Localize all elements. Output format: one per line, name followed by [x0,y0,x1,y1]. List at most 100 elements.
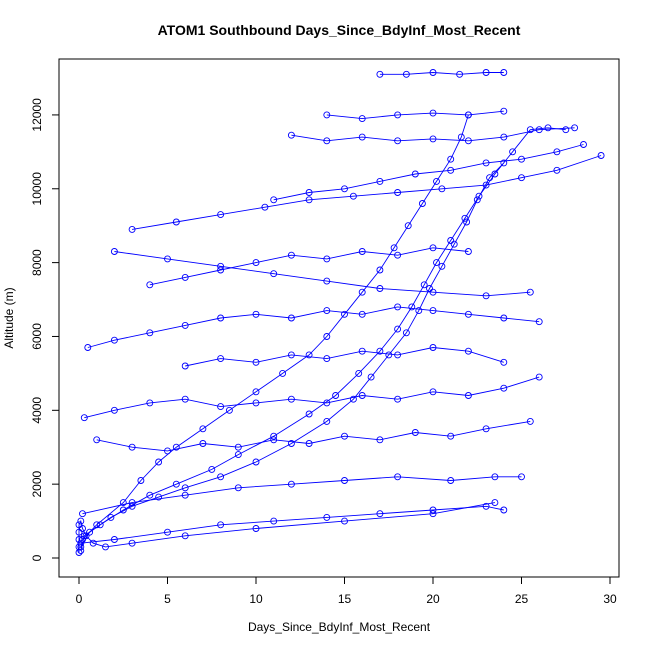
data-point [181,491,189,499]
data-point [475,192,483,200]
data-point [429,109,437,117]
data-point [376,70,384,78]
data-point [146,399,154,407]
data-point [358,310,366,318]
data-point [482,292,490,300]
data-point [429,510,437,518]
data-point [225,406,233,414]
x-tick-label: 0 [76,592,83,606]
data-point [482,181,490,189]
data-point [526,288,534,296]
data-point [137,477,145,484]
data-point [261,203,269,211]
data-point [450,240,458,248]
series [146,244,472,289]
data-point [376,266,384,274]
data-point [482,69,490,76]
data-point [323,355,331,363]
series-line [132,155,602,230]
data-point [429,388,437,396]
data-point [164,447,171,455]
series [77,124,570,555]
data-point [270,270,278,278]
data-point [535,318,543,326]
data-point [77,547,85,555]
data-point [82,532,90,540]
y-tick-label: 10000 [30,172,44,206]
data-point [181,532,189,540]
data-point [119,499,127,507]
data-point [394,395,402,403]
data-point [429,506,437,514]
series-line [87,306,540,348]
data-point [128,539,136,547]
data-point [518,174,525,182]
series-line [149,247,469,286]
data-point [491,473,499,481]
data-point [110,536,118,543]
data-point [447,477,455,484]
data-point [433,177,440,185]
data-point [500,358,508,366]
data-point [376,510,384,518]
data-point [181,395,189,403]
data-point [270,517,278,525]
data-point [509,148,517,156]
data-point [367,373,375,381]
data-point [128,499,136,507]
data-point [84,344,92,351]
data-point [447,237,455,244]
data-point [438,185,446,193]
series [110,248,534,300]
series [80,373,543,422]
x-axis-label: Days_Since_BdyInf_Most_Recent [248,620,431,634]
data-point [208,465,216,473]
series [287,124,579,145]
data-point [146,281,154,289]
data-point [349,395,357,403]
series-line [80,505,504,544]
data-point [155,493,163,501]
data-point [429,244,437,252]
data-point [305,351,313,359]
data-point [464,248,472,255]
data-point [172,443,180,451]
data-point [199,425,207,433]
data-point [217,211,225,219]
series [79,473,525,518]
data-point [252,358,260,366]
data-point [323,333,331,340]
series-line [82,114,469,540]
y-tick-label: 8000 [30,249,44,276]
series-line [273,144,584,201]
data-point [155,458,163,466]
data-point [287,395,295,403]
data-point [305,196,313,204]
data-point [279,369,287,377]
series-line [80,162,505,548]
data-point [358,392,366,399]
data-point [323,417,331,425]
data-point [128,502,136,510]
data-point [429,344,437,351]
data-point [420,281,428,289]
data-point [376,177,384,185]
data-point [270,432,278,440]
series [77,502,508,547]
data-point [447,155,455,163]
series-line [114,251,531,297]
x-tick-label: 30 [603,592,617,606]
series-line [185,347,504,367]
series [323,107,508,123]
data-point [411,429,419,436]
series [376,69,508,78]
data-point [75,536,83,543]
data-point [234,484,242,492]
y-axis: 0 2000 4000 6000 8000 10000 12000 [30,98,60,561]
data-point [486,174,494,182]
data-point [456,70,464,78]
data-point [75,528,83,536]
data-point [358,288,366,296]
data-point [93,436,101,444]
data-point [119,506,127,514]
